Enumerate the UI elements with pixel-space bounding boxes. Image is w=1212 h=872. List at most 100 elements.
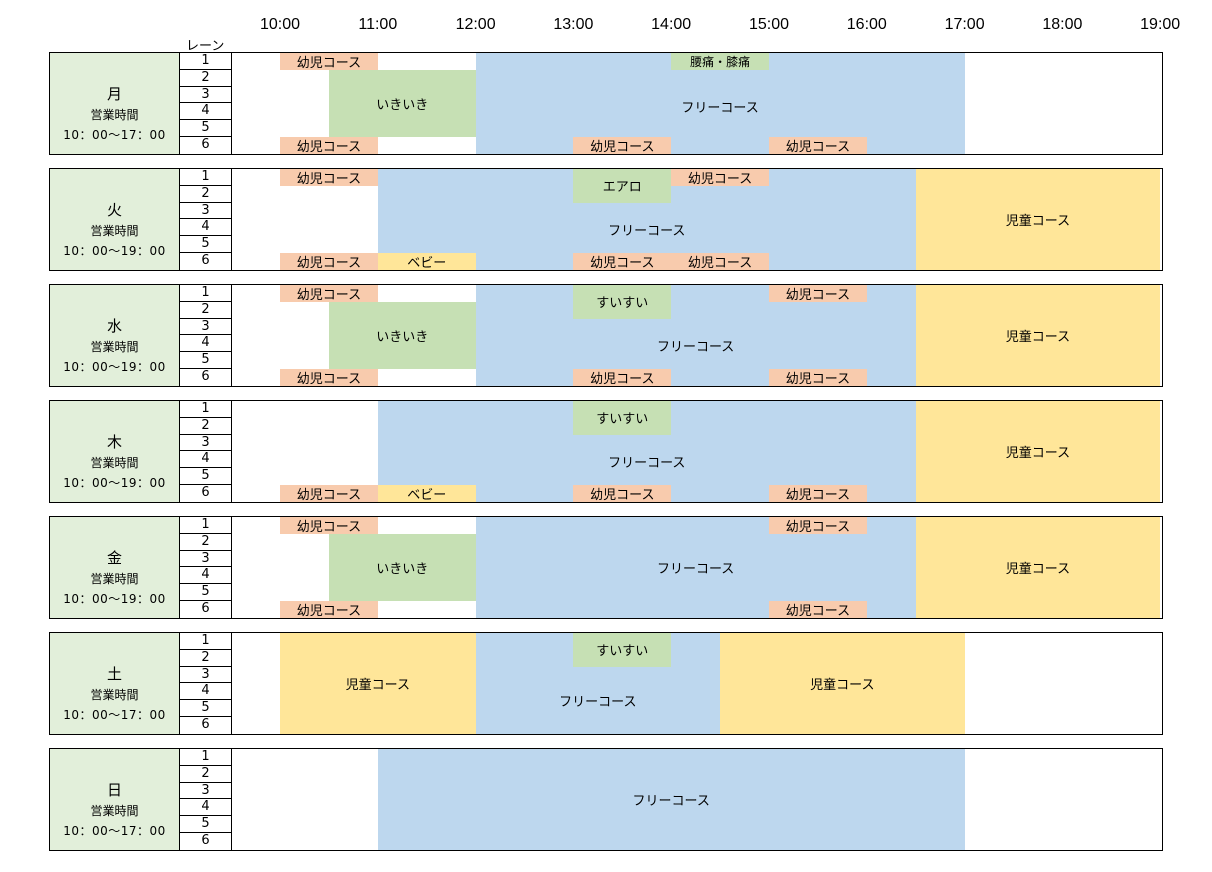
business-hours-label: 営業時間: [90, 456, 139, 470]
course-block: 幼児コース: [280, 517, 378, 535]
day-label: 木営業時間 10：00～19：00: [50, 401, 180, 502]
lane-number: 2: [180, 418, 231, 435]
course-block: 幼児コース: [671, 169, 769, 187]
lane-number: 5: [180, 120, 231, 138]
lane-number: 4: [180, 567, 231, 585]
course-block: 幼児コース: [769, 285, 867, 303]
lane-number: 2: [180, 650, 231, 667]
lane-number: 1: [180, 749, 231, 766]
day-name: 火: [106, 201, 122, 219]
business-hours-label: 営業時間: [90, 688, 139, 702]
lane-number: 2: [180, 70, 231, 87]
lane-number: 3: [180, 203, 231, 220]
lane-number: 6: [201, 253, 210, 269]
business-hours: 10：00～19：00: [63, 592, 166, 606]
lane-number: 1: [180, 169, 231, 186]
business-hours-label: 営業時間: [90, 572, 139, 586]
course-block: 幼児コース: [280, 169, 378, 187]
business-hours: 10：00～19：00: [63, 476, 166, 490]
hour-label: 17:00: [944, 16, 985, 33]
day-label: 金営業時間 10：00～19：00: [50, 517, 180, 618]
course-block: 幼児コース: [573, 137, 672, 155]
day-row: フリーコース 日営業時間 10：00～17：00 1 2 3 4 5 6: [49, 748, 1163, 851]
lane-number: 2: [180, 766, 231, 783]
lane-number: 6: [201, 833, 210, 849]
day-name: 木: [106, 433, 122, 451]
day-label: 火営業時間 10：00～19：00: [50, 169, 180, 270]
business-hours: 10：00～17：00: [63, 824, 166, 838]
lane-number: 5: [180, 700, 231, 718]
course-block: フリーコース: [377, 749, 965, 850]
course-block: 児童コース: [915, 401, 1161, 502]
lane-number: 6: [201, 369, 210, 385]
day-row: フリーコース 児童コース 幼児コース 幼児コース いきいき 幼児コース 幼児コース金営業時間…: [49, 516, 1163, 619]
course-block: すいすい: [573, 401, 672, 435]
hour-label: 11:00: [358, 16, 398, 33]
course-block: 幼児コース: [573, 485, 672, 503]
day-row: 児童コース フリーコース 児童コース すいすい土営業時間 10：00～17：00 1 2 3 4…: [49, 632, 1163, 735]
day-label: 月営業時間 10：00～17：00: [50, 53, 180, 154]
lane-number: 3: [180, 667, 231, 684]
hour-label: 18:00: [1042, 16, 1083, 33]
lane-number: 4: [180, 451, 231, 469]
lane-number: 1: [180, 401, 231, 418]
lane-number: 4: [180, 683, 231, 701]
course-block: 幼児コース: [769, 485, 867, 503]
lane-number: 3: [180, 783, 231, 800]
lane-number: 5: [180, 352, 231, 370]
hour-label: 13:00: [553, 16, 594, 33]
hour-label: 16:00: [846, 16, 887, 33]
lane-number: 3: [180, 435, 231, 452]
course-block: 幼児コース: [280, 485, 378, 503]
lane-number: 1: [180, 633, 231, 650]
course-block: 児童コース: [280, 633, 476, 734]
lane-number: 3: [180, 319, 231, 336]
lane-number: 3: [180, 551, 231, 568]
hour-label: 10:00: [259, 16, 301, 33]
day-name: 水: [106, 317, 122, 335]
business-hours: 10：00～17：00: [63, 128, 166, 142]
course-block: 児童コース: [720, 633, 965, 734]
lane-number: 1: [180, 517, 231, 534]
lane-number: 1: [180, 53, 231, 70]
lane-number: 5: [180, 584, 231, 602]
course-block: 幼児コース: [769, 137, 867, 155]
course-block: 幼児コース: [280, 285, 378, 303]
lane-number: 5: [180, 236, 231, 254]
day-label: 水営業時間 10：00～19：00: [50, 285, 180, 386]
business-hours-label: 営業時間: [90, 108, 139, 122]
course-block: エアロ: [573, 169, 672, 203]
course-block: いきいき: [328, 301, 476, 370]
course-block: ベビー: [377, 485, 476, 503]
course-block: 幼児コース: [573, 369, 672, 387]
course-block: 幼児コース: [671, 253, 769, 271]
lane-number: 2: [180, 534, 231, 551]
course-block: 幼児コース: [280, 253, 378, 271]
course-block: 幼児コース: [280, 601, 378, 619]
lane-number: 4: [180, 335, 231, 353]
lane-number: 2: [180, 302, 231, 319]
lane-number: 5: [180, 468, 231, 486]
day-row: フリーコース 児童コース すいすい 幼児コース ベビー 幼児コース 幼児コース木営業時間 10…: [49, 400, 1163, 503]
course-block: いきいき: [328, 533, 476, 602]
course-block: 幼児コース: [280, 369, 378, 387]
course-block: 幼児コース: [280, 53, 378, 71]
course-block: 幼児コース: [280, 137, 378, 155]
lane-number: 4: [180, 219, 231, 237]
course-block: 幼児コース: [769, 517, 867, 535]
lane-number: 5: [180, 816, 231, 834]
lane-number: 2: [180, 186, 231, 203]
day-name: 月: [106, 85, 122, 103]
lane-number: 4: [180, 799, 231, 817]
day-row: フリーコース 児童コース 幼児コース エアロ 幼児コース 幼児コース ベビー 幼児コース 幼児コ…: [49, 168, 1163, 271]
course-block: 幼児コース: [769, 601, 867, 619]
day-row: フリーコース 幼児コース 腰痛・膝痛 いきいき 幼児コース 幼児コース 幼児コース月営業時間…: [49, 52, 1163, 155]
lane-number: 6: [201, 137, 210, 153]
day-name: 土: [106, 665, 122, 683]
course-block: 児童コース: [915, 517, 1161, 618]
